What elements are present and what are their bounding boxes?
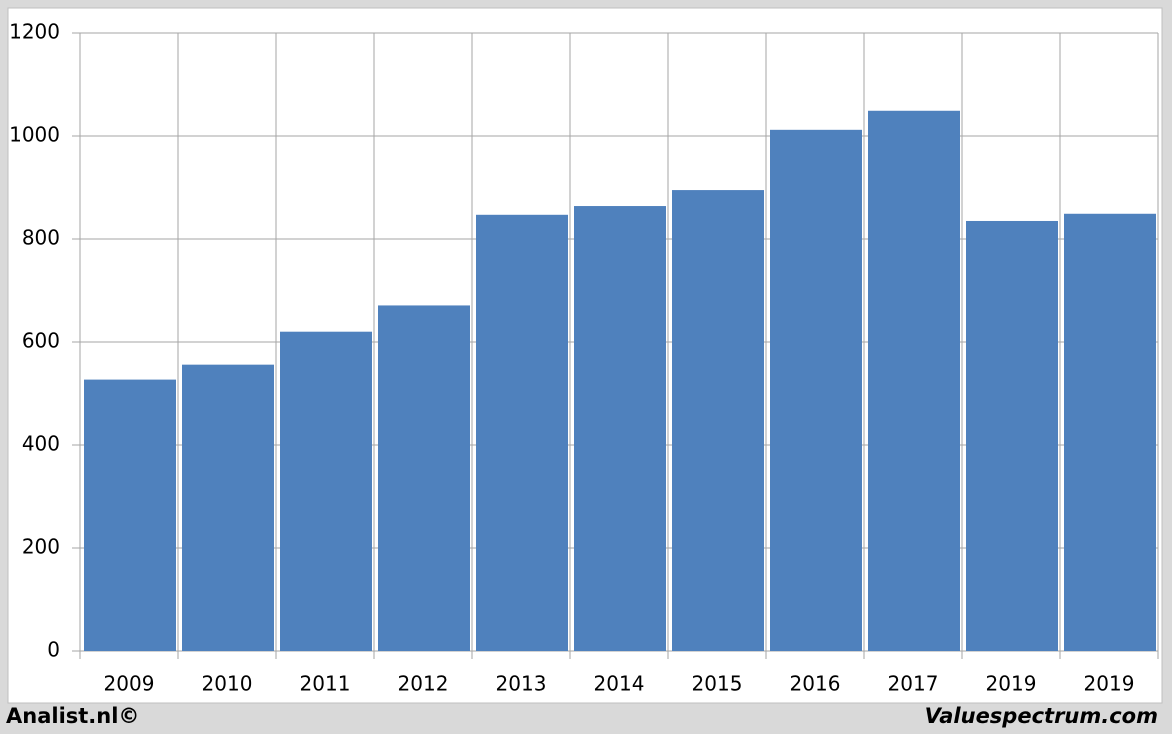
bar (182, 364, 274, 651)
bar (1064, 213, 1156, 651)
x-tick-label: 2017 (888, 672, 939, 696)
bar (868, 110, 960, 651)
x-tick-label: 2011 (300, 672, 351, 696)
y-tick-label: 1000 (9, 123, 60, 147)
x-tick-label: 2019 (1084, 672, 1135, 696)
bar (378, 305, 470, 651)
footer-left: Analist.nl© (6, 704, 139, 728)
bar (672, 190, 764, 651)
bar (280, 331, 372, 651)
y-tick-label: 1200 (9, 20, 60, 44)
bar (84, 379, 176, 651)
bar (574, 206, 666, 652)
bar (476, 214, 568, 652)
footer-right: Valuespectrum.com (925, 704, 1158, 728)
bar (770, 129, 862, 651)
y-tick-label: 800 (22, 226, 60, 250)
y-tick-label: 0 (47, 638, 60, 662)
x-tick-label: 2019 (986, 672, 1037, 696)
bar (966, 220, 1058, 651)
x-tick-label: 2014 (594, 672, 645, 696)
y-tick-label: 200 (22, 535, 60, 559)
y-tick-label: 400 (22, 432, 60, 456)
x-tick-label: 2010 (202, 672, 253, 696)
x-tick-label: 2016 (790, 672, 841, 696)
x-tick-label: 2013 (496, 672, 547, 696)
x-tick-label: 2009 (104, 672, 155, 696)
x-tick-label: 2015 (692, 672, 743, 696)
x-tick-label: 2012 (398, 672, 449, 696)
y-tick-label: 600 (22, 329, 60, 353)
